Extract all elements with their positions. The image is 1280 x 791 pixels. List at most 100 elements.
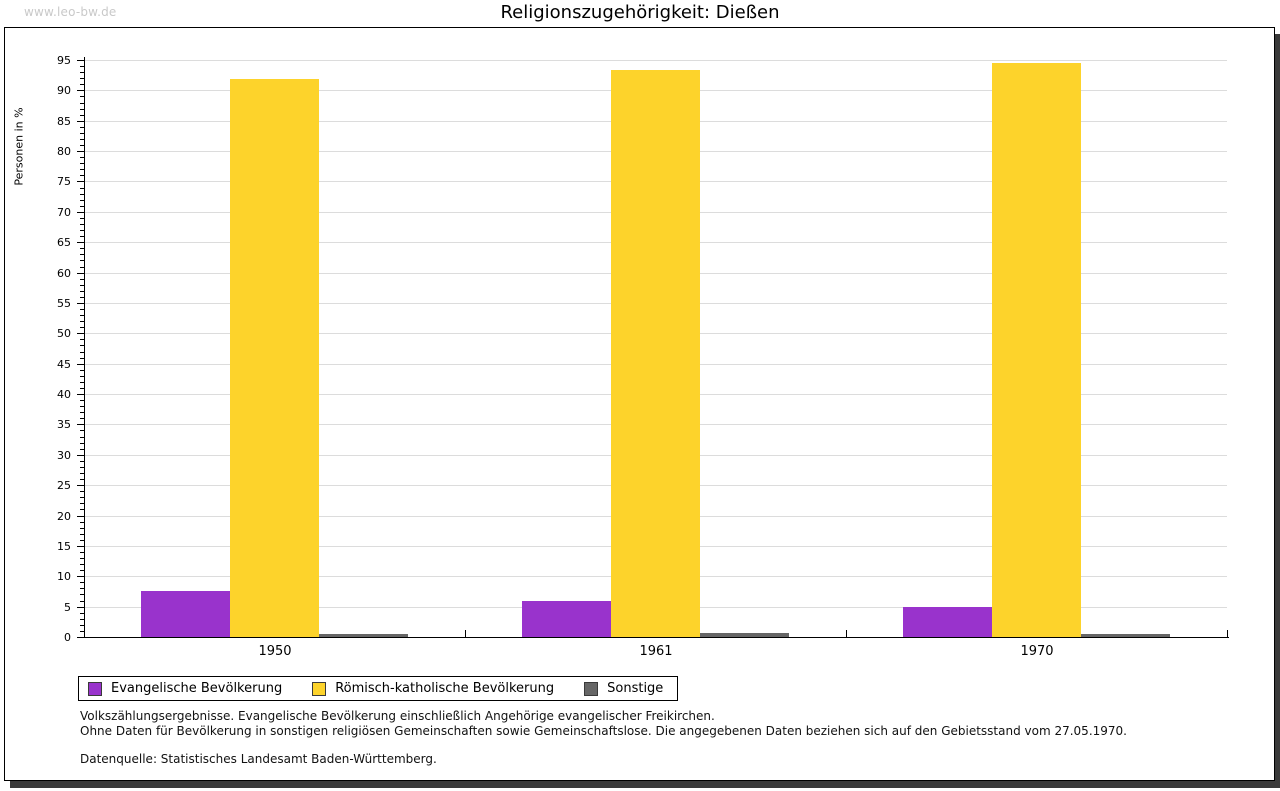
legend-label: Römisch-katholische Bevölkerung [335, 681, 555, 696]
legend-item: Evangelische Bevölkerung [88, 681, 282, 696]
y-tick-label: 55 [57, 297, 71, 310]
legend-item: Sonstige [584, 681, 663, 696]
y-major-tick [77, 121, 84, 122]
y-minor-tick [80, 406, 84, 407]
bar-evangelische-bev-lkerung [141, 591, 230, 637]
y-major-tick [77, 90, 84, 91]
x-boundary-tick [1227, 630, 1228, 637]
y-minor-tick [80, 327, 84, 328]
legend-swatch [88, 681, 102, 696]
y-tick-label: 40 [57, 388, 71, 401]
y-minor-tick [80, 345, 84, 346]
y-minor-tick [80, 601, 84, 602]
bar-r-misch-katholische-bev-lkerung [992, 63, 1081, 637]
y-minor-tick [80, 84, 84, 85]
y-tick-label: 30 [57, 449, 71, 462]
y-minor-tick [80, 540, 84, 541]
y-minor-tick [80, 564, 84, 565]
y-major-tick [77, 394, 84, 395]
footnote-line-2: Ohne Daten für Bevölkerung in sonstigen … [80, 723, 1127, 738]
y-axis [84, 57, 85, 638]
y-minor-tick [80, 145, 84, 146]
bar-sonstige [1081, 634, 1170, 637]
y-tick-label: 20 [57, 510, 71, 523]
y-tick-label: 10 [57, 570, 71, 583]
y-minor-tick [80, 437, 84, 438]
y-major-tick [77, 242, 84, 243]
y-minor-tick [80, 473, 84, 474]
y-minor-tick [80, 467, 84, 468]
y-tick-label: 45 [57, 358, 71, 371]
y-minor-tick [80, 163, 84, 164]
y-tick-label: 65 [57, 236, 71, 249]
y-minor-tick [80, 461, 84, 462]
y-minor-tick [80, 267, 84, 268]
y-minor-tick [80, 352, 84, 353]
y-minor-tick [80, 103, 84, 104]
y-major-tick [77, 607, 84, 608]
y-tick-label: 60 [57, 267, 71, 280]
y-minor-tick [80, 169, 84, 170]
y-minor-tick [80, 534, 84, 535]
y-minor-tick [80, 388, 84, 389]
y-minor-tick [80, 254, 84, 255]
y-minor-tick [80, 528, 84, 529]
footnote-line-1: Volkszählungsergebnisse. Evangelische Be… [80, 709, 715, 723]
y-minor-tick [80, 66, 84, 67]
y-minor-tick [80, 570, 84, 571]
y-major-tick [77, 424, 84, 425]
y-minor-tick [80, 625, 84, 626]
y-major-tick [77, 485, 84, 486]
y-minor-tick [80, 370, 84, 371]
y-major-tick [77, 60, 84, 61]
y-tick-label: 75 [57, 175, 71, 188]
y-minor-tick [80, 139, 84, 140]
y-minor-tick [80, 619, 84, 620]
bar-evangelische-bev-lkerung [522, 601, 611, 637]
y-tick-label: 85 [57, 115, 71, 128]
data-source: Datenquelle: Statistisches Landesamt Bad… [80, 752, 437, 766]
y-minor-tick [80, 382, 84, 383]
y-major-tick [77, 364, 84, 365]
y-minor-tick [80, 491, 84, 492]
y-minor-tick [80, 279, 84, 280]
y-minor-tick [80, 582, 84, 583]
chart-footnotes: Volkszählungsergebnisse. Evangelische Be… [80, 709, 1220, 767]
y-minor-tick [80, 522, 84, 523]
y-major-tick [77, 151, 84, 152]
y-tick-label: 80 [57, 145, 71, 158]
y-major-tick [77, 637, 84, 638]
y-minor-tick [80, 218, 84, 219]
y-minor-tick [80, 479, 84, 480]
y-minor-tick [80, 613, 84, 614]
bar-r-misch-katholische-bev-lkerung [230, 79, 319, 637]
y-minor-tick [80, 449, 84, 450]
y-minor-tick [80, 96, 84, 97]
y-minor-tick [80, 309, 84, 310]
y-tick-label: 5 [64, 601, 71, 614]
y-major-tick [77, 303, 84, 304]
y-minor-tick [80, 133, 84, 134]
legend-swatch [584, 681, 599, 696]
y-tick-label: 25 [57, 479, 71, 492]
y-tick-label: 15 [57, 540, 71, 553]
legend-label: Evangelische Bevölkerung [111, 681, 283, 696]
x-boundary-tick [846, 630, 847, 637]
x-boundary-tick [465, 630, 466, 637]
y-minor-tick [80, 594, 84, 595]
legend-swatch [312, 681, 327, 696]
y-minor-tick [80, 224, 84, 225]
y-tick-label: 70 [57, 206, 71, 219]
y-minor-tick [80, 443, 84, 444]
y-major-tick [77, 273, 84, 274]
legend-item: Römisch-katholische Bevölkerung [312, 681, 554, 696]
y-tick-label: 35 [57, 418, 71, 431]
y-tick-label: 95 [57, 54, 71, 67]
y-minor-tick [80, 297, 84, 298]
x-axis [83, 637, 1229, 638]
bar-r-misch-katholische-bev-lkerung [611, 70, 700, 637]
site-watermark: www.leo-bw.de [24, 5, 117, 19]
y-minor-tick [80, 631, 84, 632]
